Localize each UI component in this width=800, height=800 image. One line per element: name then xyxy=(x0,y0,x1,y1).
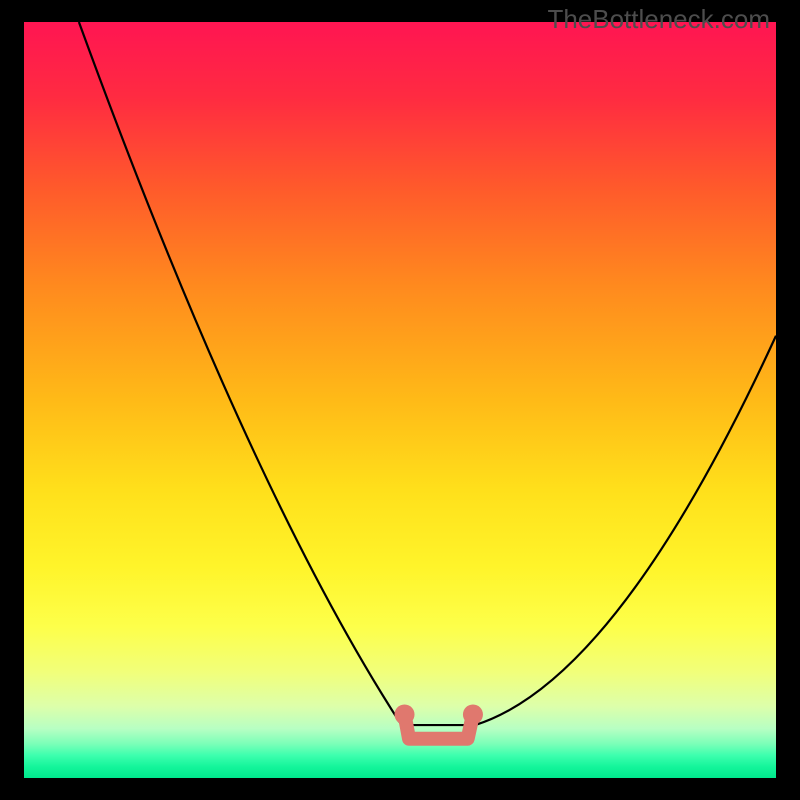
watermark-text: TheBottleneck.com xyxy=(547,4,770,35)
bottleneck-curve xyxy=(79,22,776,725)
chart-frame: TheBottleneck.com xyxy=(0,0,800,800)
trough-endpoint-right xyxy=(463,704,483,724)
curve-layer xyxy=(24,22,776,778)
trough-endpoint-left xyxy=(395,704,415,724)
trough-marker-path xyxy=(405,714,473,738)
plot-area xyxy=(24,22,776,778)
